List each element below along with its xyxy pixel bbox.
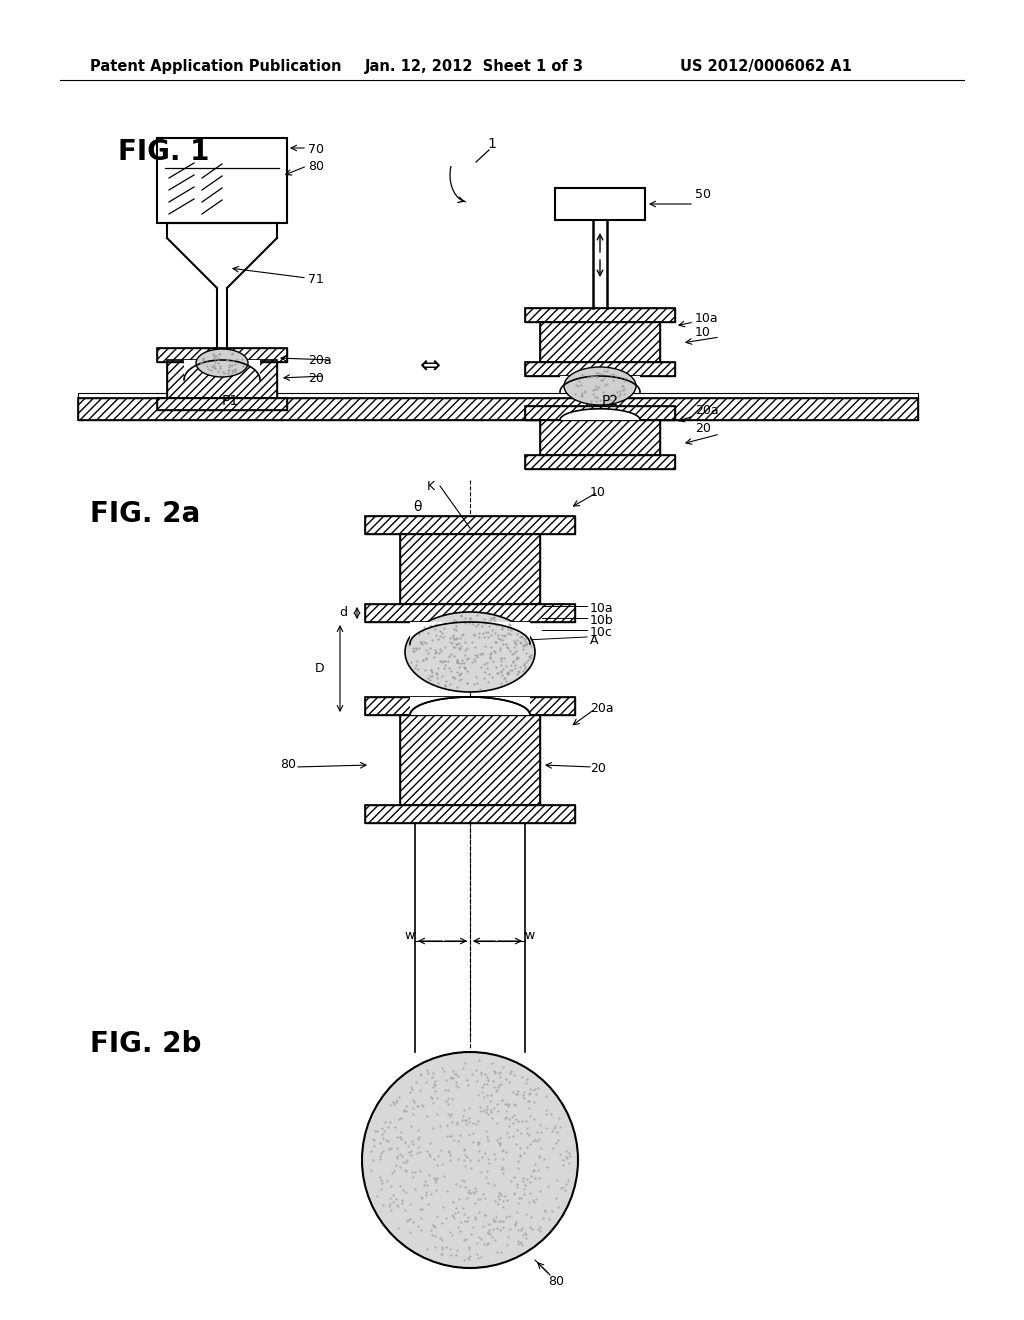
Bar [365, 697, 575, 715]
Text: 10: 10 [695, 326, 711, 339]
Bar [400, 535, 540, 605]
Text: 20: 20 [590, 762, 606, 775]
Bar [365, 516, 575, 535]
Bar [157, 348, 287, 362]
Text: 10: 10 [590, 486, 606, 499]
Ellipse shape [196, 348, 248, 378]
Circle shape [362, 1052, 578, 1269]
Text: P2: P2 [601, 393, 618, 408]
Bar [525, 455, 675, 469]
Text: 10a: 10a [695, 312, 719, 325]
Text: K: K [427, 480, 435, 492]
Text: d: d [339, 606, 347, 619]
Text: 20a: 20a [308, 354, 332, 367]
Bar [365, 516, 575, 535]
Bar [540, 420, 660, 455]
Text: 10b: 10b [590, 614, 613, 627]
Text: Patent Application Publication: Patent Application Publication [90, 58, 341, 74]
Text: 20a: 20a [695, 404, 719, 417]
Text: 20a: 20a [590, 702, 613, 715]
Text: 10a: 10a [590, 602, 613, 615]
Bar [167, 360, 278, 399]
Bar [157, 139, 287, 223]
Text: US 2012/0006062 A1: US 2012/0006062 A1 [680, 58, 852, 74]
Ellipse shape [406, 612, 535, 692]
Polygon shape [184, 360, 260, 380]
Text: ⇔: ⇔ [420, 352, 440, 378]
Bar [525, 407, 675, 420]
Text: FIG. 1: FIG. 1 [118, 139, 209, 166]
Bar [525, 308, 675, 322]
Bar [400, 535, 540, 605]
Text: FIG. 2b: FIG. 2b [90, 1030, 202, 1059]
Text: A: A [590, 634, 598, 647]
Text: FIG. 2a: FIG. 2a [90, 500, 201, 528]
Text: Jan. 12, 2012  Sheet 1 of 3: Jan. 12, 2012 Sheet 1 of 3 [365, 58, 584, 74]
Text: D: D [315, 661, 325, 675]
Polygon shape [410, 697, 530, 715]
Text: 71: 71 [308, 273, 324, 286]
Polygon shape [560, 409, 640, 420]
Bar [540, 322, 660, 362]
Bar [525, 455, 675, 469]
Bar [365, 697, 575, 715]
Text: w: w [525, 929, 536, 942]
Text: 1: 1 [487, 137, 496, 150]
Text: 10c: 10c [590, 626, 613, 639]
Bar [157, 399, 287, 411]
Polygon shape [560, 376, 640, 392]
Text: 20: 20 [308, 372, 324, 385]
Bar [525, 362, 675, 376]
Bar [540, 322, 660, 362]
Bar [365, 805, 575, 822]
Bar [540, 420, 660, 455]
Bar [365, 605, 575, 622]
Bar [157, 399, 287, 411]
Bar [78, 399, 918, 420]
Ellipse shape [564, 367, 636, 405]
Text: w: w [404, 929, 415, 942]
Text: 80: 80 [280, 759, 296, 771]
Polygon shape [410, 622, 530, 644]
Bar [410, 697, 530, 715]
Text: 70: 70 [308, 143, 324, 156]
Text: θ: θ [414, 500, 422, 513]
Bar [365, 805, 575, 822]
Bar [167, 360, 278, 399]
Text: 80: 80 [548, 1275, 564, 1288]
Bar [78, 393, 918, 399]
Bar [555, 187, 645, 220]
Bar [525, 308, 675, 322]
Bar [525, 362, 675, 376]
Bar [525, 407, 675, 420]
Text: P1: P1 [221, 393, 239, 408]
Text: 20: 20 [695, 421, 711, 434]
Text: 80: 80 [308, 160, 324, 173]
Bar [157, 348, 287, 362]
Bar [78, 399, 918, 420]
Text: 50: 50 [695, 189, 711, 202]
Bar [400, 715, 540, 805]
Bar [365, 605, 575, 622]
Bar [400, 715, 540, 805]
